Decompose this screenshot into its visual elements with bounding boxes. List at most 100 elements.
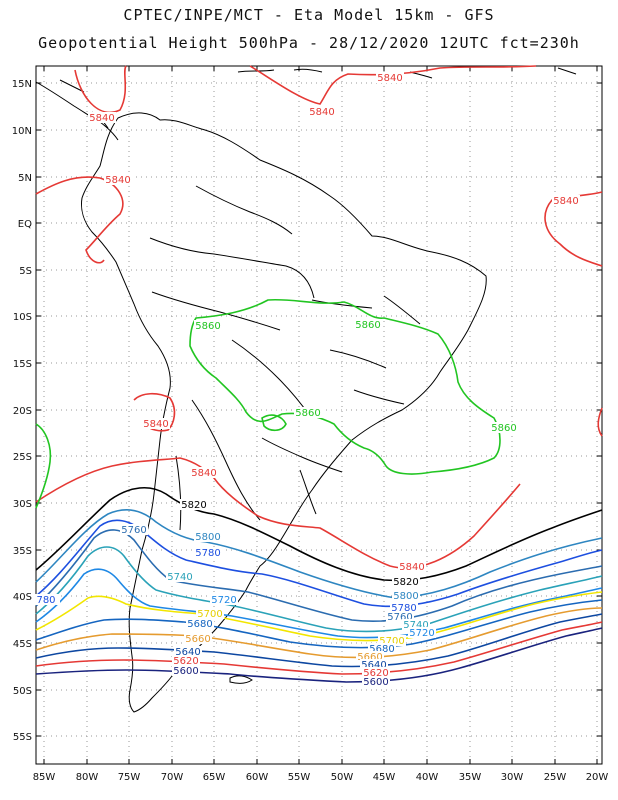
longitude-label: 75W — [118, 772, 141, 783]
contour-label: 5600 — [173, 666, 198, 677]
contour-label-bg — [356, 651, 384, 662]
contour-5840-main — [35, 457, 521, 569]
contour-labels: 5840 5840 5840 5840 5840 5840 5840 5840 5860 5860… — [32, 72, 580, 688]
contour-label-bg — [166, 571, 194, 582]
contour-label-bg — [294, 407, 322, 418]
latitude-label: 35S — [13, 546, 32, 557]
contour-label: 5780 — [195, 548, 220, 559]
contour-label-bg — [172, 665, 200, 676]
contour-label: 5860 — [491, 423, 516, 434]
contour-5740 — [35, 546, 603, 633]
contour-label-bg — [362, 676, 390, 687]
longitude-label: 60W — [246, 772, 269, 783]
contour-label-bg — [32, 594, 60, 605]
latitude-label: 15S — [13, 359, 32, 370]
contour-5600 — [35, 627, 603, 683]
latitude-label: 25S — [13, 452, 32, 463]
contour-label: 5840 — [105, 175, 130, 186]
latitude-label: 10N — [12, 126, 32, 137]
latitude-label: EQ — [18, 219, 32, 230]
contour-5800 — [35, 509, 603, 599]
latitude-label: 50S — [13, 686, 32, 697]
contour-5620 — [35, 621, 603, 675]
contour-label-bg — [88, 112, 116, 123]
contour-label: 5640 — [361, 660, 386, 671]
longitude-label: 20W — [586, 772, 609, 783]
contour-label: 5660 — [357, 652, 382, 663]
contour-label-bg — [360, 659, 388, 670]
contour-label-bg — [194, 320, 222, 331]
longitude-label: 70W — [161, 772, 184, 783]
contour-5840-east-south — [597, 407, 603, 437]
contour-label: 5840 — [143, 419, 168, 430]
contour-label: 5620 — [363, 668, 388, 679]
contour-5860 — [189, 298, 501, 475]
contour-label: 5600 — [363, 677, 388, 688]
contour-label-bg — [378, 635, 406, 646]
contour-label: 5800 — [195, 532, 220, 543]
contour-label: 5620 — [173, 656, 198, 667]
contour-lines — [35, 65, 603, 683]
longitude-label: 50W — [331, 772, 354, 783]
latitude-label: 30S — [13, 499, 32, 510]
longitude-label: 85W — [33, 772, 56, 783]
contour-label: 5680 — [187, 619, 212, 630]
contour-label: 5840 — [309, 107, 334, 118]
contour-label-bg — [392, 576, 420, 587]
contour-label-bg — [490, 422, 518, 433]
axis-ticks — [36, 66, 602, 764]
map-title: CPTEC/INPE/MCT - Eta Model 15km - GFS — [123, 6, 495, 24]
contour-label-bg — [398, 561, 426, 572]
contour-5840-equator — [35, 176, 124, 264]
contour-5840-top — [249, 65, 537, 105]
longitude-labels: 85W 80W 75W 70W 65W 60W 55W 50W 45W 40W 35W 30W 25W 2… — [33, 772, 609, 783]
contour-label-bg — [174, 646, 202, 657]
contour-label-bg — [362, 667, 390, 678]
contour-label: 5800 — [393, 591, 418, 602]
contour-label: 5860 — [195, 321, 220, 332]
longitude-label: 40W — [416, 772, 439, 783]
contour-label: 5700 — [197, 609, 222, 620]
contour-label: 5740 — [403, 620, 428, 631]
contour-label-bg — [186, 618, 214, 629]
contour-5720 — [35, 568, 603, 639]
contour-label: 5720 — [409, 628, 434, 639]
longitude-label: 65W — [203, 772, 226, 783]
contour-label: 5840 — [553, 196, 578, 207]
contour-5840-chile-west — [133, 392, 176, 432]
contour-label: 5760 — [121, 525, 146, 536]
contour-5820 — [35, 487, 603, 582]
contour-label: 5680 — [369, 644, 394, 655]
contour-5700 — [35, 591, 603, 642]
latitude-label: 40S — [13, 592, 32, 603]
contour-label-bg — [104, 174, 132, 185]
contour-label-bg — [142, 418, 170, 429]
contour-label: 5840 — [399, 562, 424, 573]
contour-5780 — [35, 519, 603, 608]
contour-label-bg — [368, 643, 396, 654]
map-subtitle: Geopotential Height 500hPa - 28/12/2020 … — [38, 34, 580, 52]
contour-label: 780 — [36, 595, 55, 606]
contour-5680 — [35, 599, 603, 649]
contour-label: 5840 — [89, 113, 114, 124]
contour-label-bg — [392, 590, 420, 601]
contour-label-bg — [552, 195, 580, 206]
contour-label-bg — [408, 627, 436, 638]
latitude-label: 55S — [13, 732, 32, 743]
contour-5640 — [35, 613, 603, 668]
latitude-label: 5N — [18, 173, 32, 184]
contour-label-bg — [194, 547, 222, 558]
contour-label: 5660 — [185, 634, 210, 645]
contour-label: 5760 — [387, 612, 412, 623]
latitude-label: 15N — [12, 79, 32, 90]
latitude-label: 5S — [19, 266, 32, 277]
contour-label-bg — [308, 106, 336, 117]
longitude-label: 30W — [501, 772, 524, 783]
contour-5860-west — [35, 423, 52, 509]
contour-label-bg — [190, 467, 218, 478]
contour-5860-small — [261, 414, 287, 432]
latitude-label: 10S — [13, 312, 32, 323]
contour-label-bg — [210, 594, 238, 605]
contour-label-bg — [184, 633, 212, 644]
